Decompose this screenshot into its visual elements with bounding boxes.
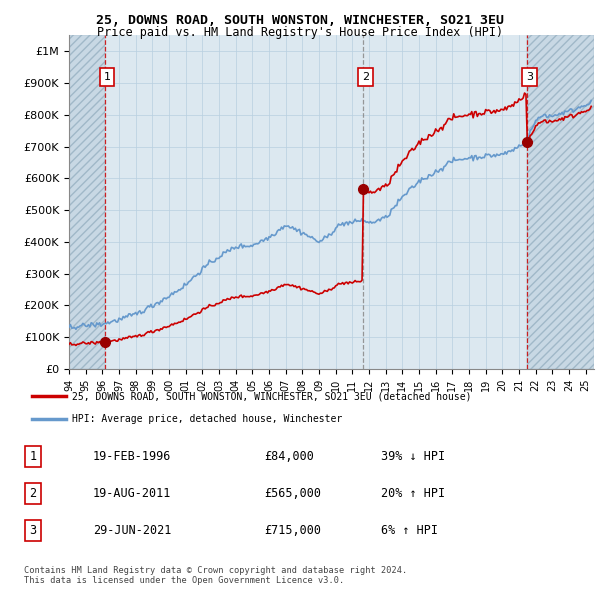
Text: 1: 1 [104,71,110,81]
Text: HPI: Average price, detached house, Winchester: HPI: Average price, detached house, Winc… [71,414,342,424]
Bar [69,35,104,369]
Text: £565,000: £565,000 [264,487,321,500]
Text: 25, DOWNS ROAD, SOUTH WONSTON, WINCHESTER, SO21 3EU: 25, DOWNS ROAD, SOUTH WONSTON, WINCHESTE… [96,14,504,27]
Text: 1: 1 [29,450,37,463]
Text: 25, DOWNS ROAD, SOUTH WONSTON, WINCHESTER, SO21 3EU (detached house): 25, DOWNS ROAD, SOUTH WONSTON, WINCHESTE… [71,391,471,401]
Text: 2: 2 [362,71,369,81]
Text: 3: 3 [29,524,37,537]
Text: 19-FEB-1996: 19-FEB-1996 [93,450,172,463]
Bar [527,35,594,369]
Text: 3: 3 [526,71,533,81]
Text: 29-JUN-2021: 29-JUN-2021 [93,524,172,537]
Text: Price paid vs. HM Land Registry's House Price Index (HPI): Price paid vs. HM Land Registry's House … [97,26,503,39]
Text: £715,000: £715,000 [264,524,321,537]
Text: 19-AUG-2011: 19-AUG-2011 [93,487,172,500]
Text: £84,000: £84,000 [264,450,314,463]
Text: 6% ↑ HPI: 6% ↑ HPI [381,524,438,537]
Text: 2: 2 [29,487,37,500]
Text: Contains HM Land Registry data © Crown copyright and database right 2024.
This d: Contains HM Land Registry data © Crown c… [24,566,407,585]
Text: 39% ↓ HPI: 39% ↓ HPI [381,450,445,463]
Text: 20% ↑ HPI: 20% ↑ HPI [381,487,445,500]
